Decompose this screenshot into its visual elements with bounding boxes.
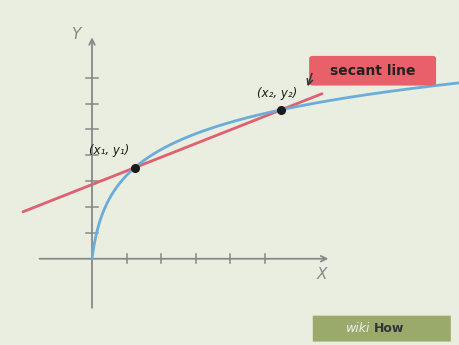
Text: X: X <box>316 267 326 282</box>
Text: wiki: wiki <box>346 322 370 335</box>
Text: How: How <box>373 322 403 335</box>
Text: Y: Y <box>71 27 80 42</box>
Text: secant line: secant line <box>329 64 414 78</box>
Text: (x₂, y₂): (x₂, y₂) <box>256 87 297 100</box>
FancyBboxPatch shape <box>312 316 450 342</box>
FancyBboxPatch shape <box>308 56 435 86</box>
Text: (x₁, y₁): (x₁, y₁) <box>89 144 129 157</box>
